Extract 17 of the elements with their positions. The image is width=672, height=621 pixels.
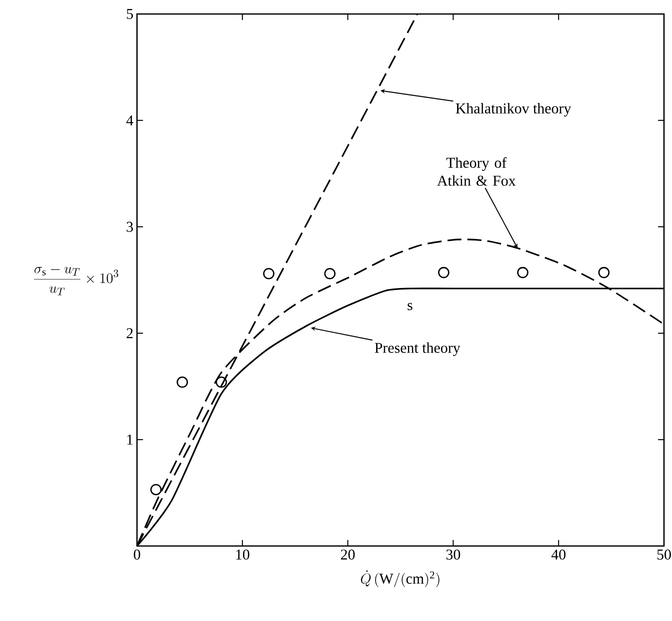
y-tick-label: 2 [126, 328, 133, 338]
x-tick-label: 50 [657, 550, 671, 560]
annotation: Khalatnikov theory [456, 102, 572, 117]
annotation: s [408, 303, 412, 310]
y-tick-label: 5 [126, 9, 133, 19]
x-axis-title: $\dot{Q}\,(\mathrm{W/(cm)^{2}})$ [360, 570, 440, 588]
annotation: Theory of Atkin & Fox [437, 157, 516, 186]
y-axis-title: $\frac{\sigma_{\mathrm{s}} - u_T}{u_T} \times 10^{3}$ [34, 266, 118, 296]
annotation: Present theory [374, 342, 460, 356]
x-tick-label: 40 [551, 550, 566, 560]
x-tick-label: 10 [236, 550, 250, 560]
y-tick-label: 3 [126, 222, 133, 232]
x-tick-label: 20 [340, 550, 355, 560]
y-tick-label: 4 [126, 115, 134, 126]
x-tick-label: 30 [446, 550, 460, 560]
x-tick-label: 0 [134, 550, 140, 560]
y-tick-label: 1 [127, 434, 133, 445]
